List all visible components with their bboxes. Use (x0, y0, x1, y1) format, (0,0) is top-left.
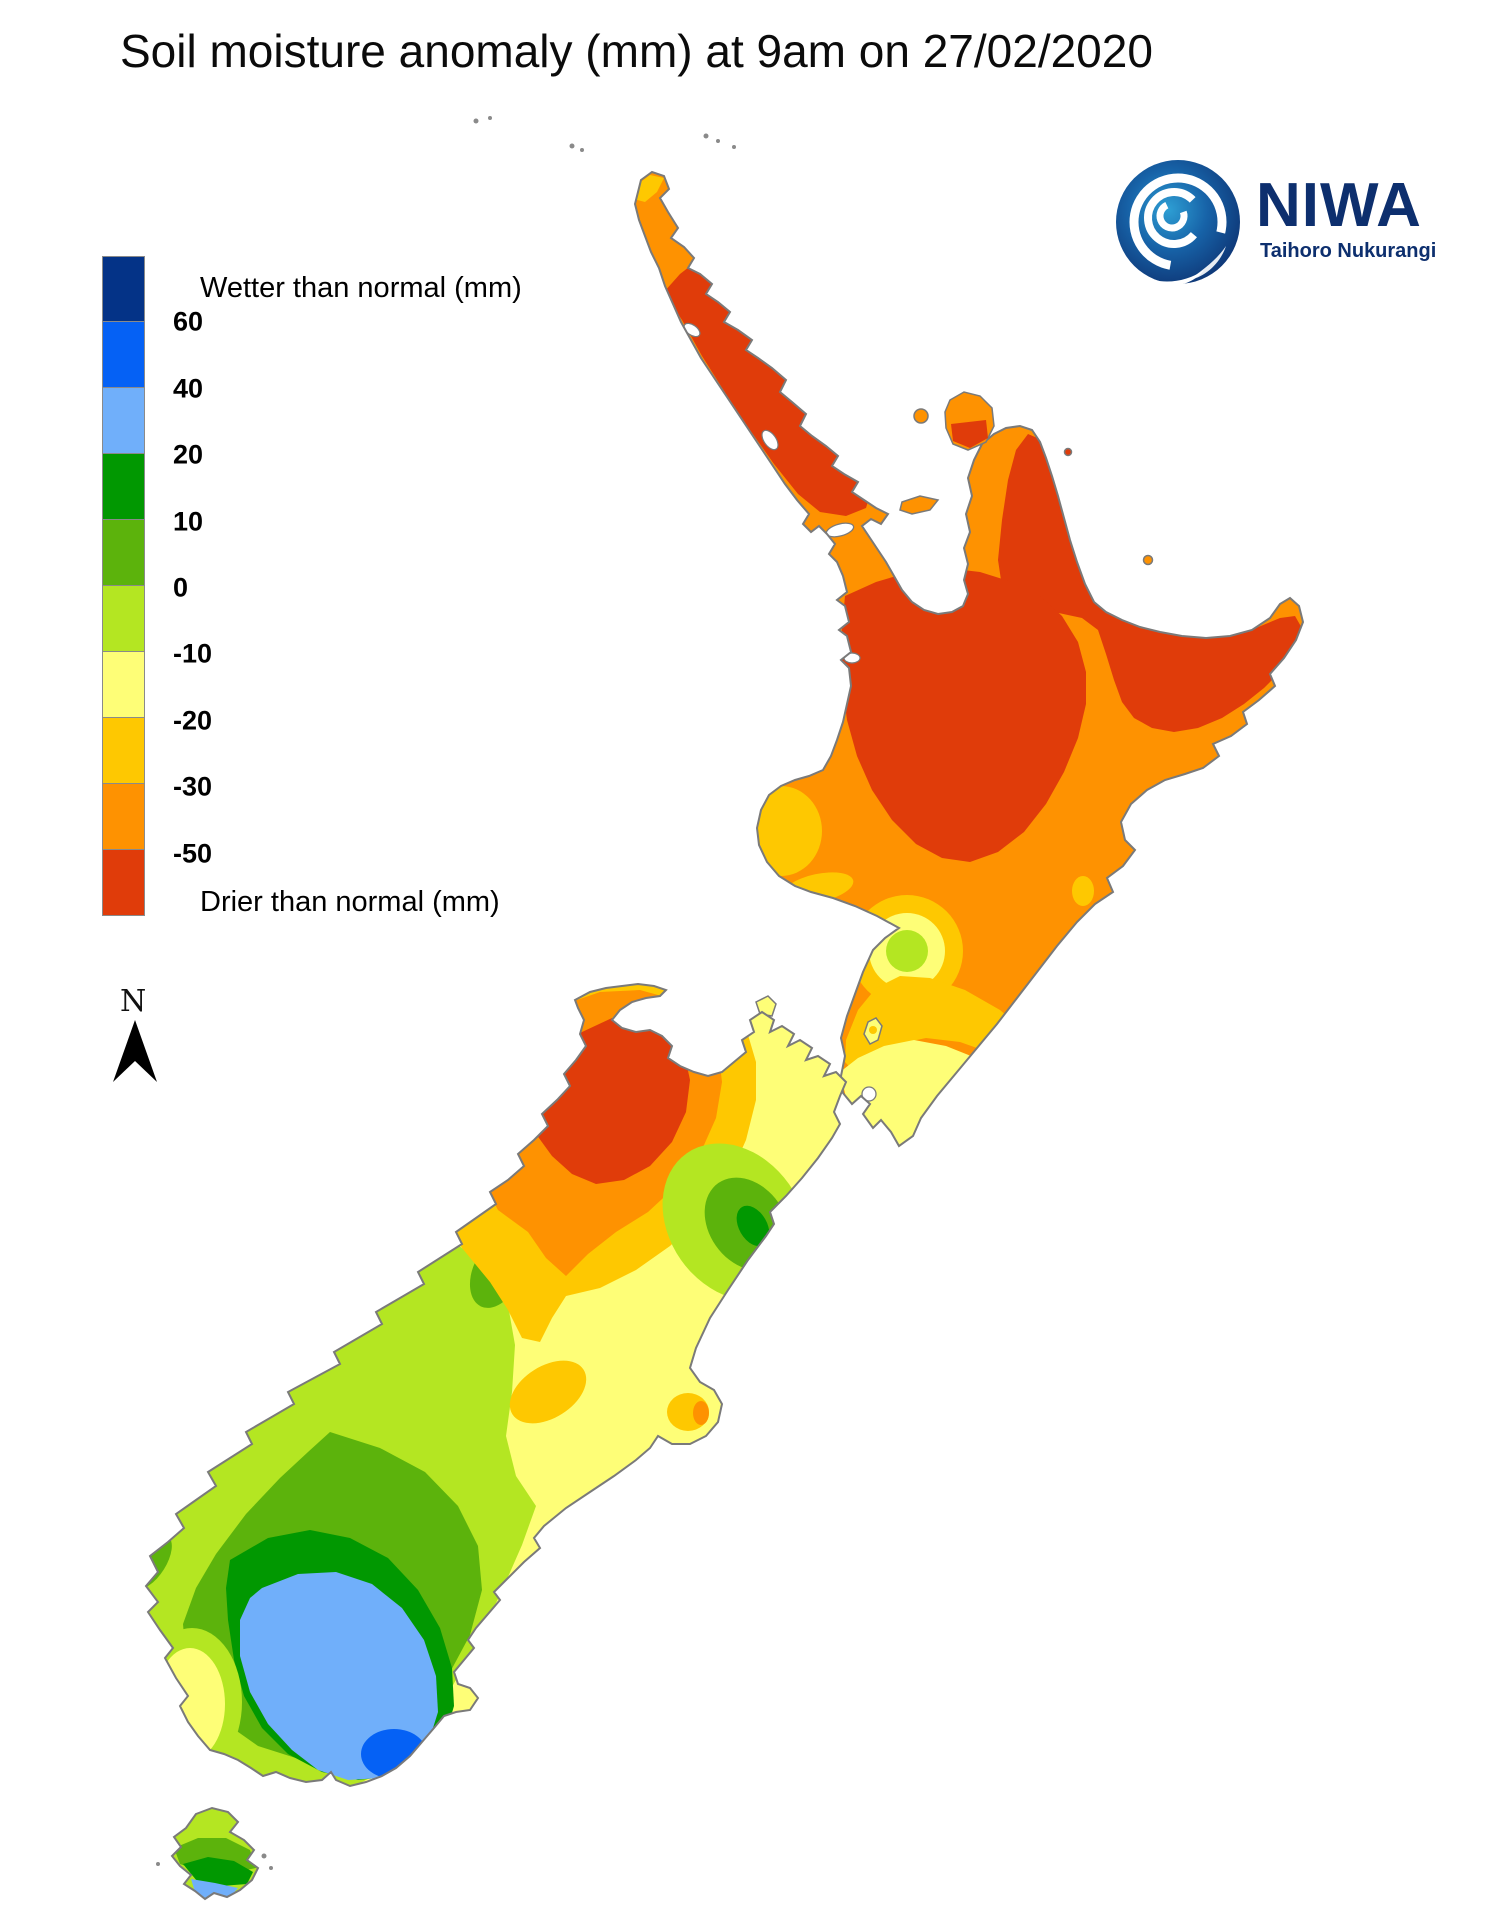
north-arrow: N (96, 984, 186, 1104)
legend-swatch--30 (102, 718, 145, 784)
legend-value-20: 20 (173, 439, 204, 470)
legend-value--20: -20 (173, 705, 213, 736)
south-island-coastline (144, 982, 848, 1788)
legend-swatch-driest (102, 850, 145, 916)
legend-wetter-caption: Wetter than normal (mm) (200, 272, 522, 304)
north-island-offshore-islands (755, 391, 1154, 1045)
north-island-coastline (633, 170, 1305, 1148)
page-title: Soil moisture anomaly (mm) at 9am on 27/… (120, 25, 1153, 77)
legend-swatch-60 (102, 256, 145, 322)
legend-color-bar (102, 256, 145, 916)
niwa-logo-subtitle: Taihoro Nukurangi (1260, 240, 1437, 262)
legend-swatch--20 (102, 652, 145, 718)
stewart-islets (156, 1853, 273, 1870)
legend-swatch-10 (102, 454, 145, 520)
legend-swatch-20 (102, 388, 145, 454)
stewart-island-coastline (170, 1806, 260, 1901)
legend-drier-caption: Drier than normal (mm) (200, 886, 500, 918)
niwa-logo: NIWA Taihoro Nukurangi (1108, 152, 1468, 292)
legend-swatch--10 (102, 586, 145, 652)
legend-value--50: -50 (173, 838, 213, 869)
legend-value-60: 60 (173, 306, 204, 337)
north-island-contours (635, 172, 1303, 1146)
legend-value--10: -10 (173, 638, 213, 669)
legend-value-10: 10 (173, 506, 204, 537)
legend-value-0: 0 (173, 572, 189, 603)
niwa-swirl-icon (1116, 160, 1240, 286)
north-label: N (120, 984, 147, 1019)
legend-value-40: 40 (173, 373, 204, 404)
legend-swatch-0 (102, 520, 145, 586)
legend-swatch--50 (102, 784, 145, 850)
offshore-islets (473, 116, 736, 152)
legend-swatch-40 (102, 322, 145, 388)
legend-value--30: -30 (173, 771, 213, 802)
north-arrow-icon (113, 1020, 157, 1082)
niwa-logo-name: NIWA (1256, 171, 1422, 240)
stewart-island-contours (172, 1808, 258, 1899)
